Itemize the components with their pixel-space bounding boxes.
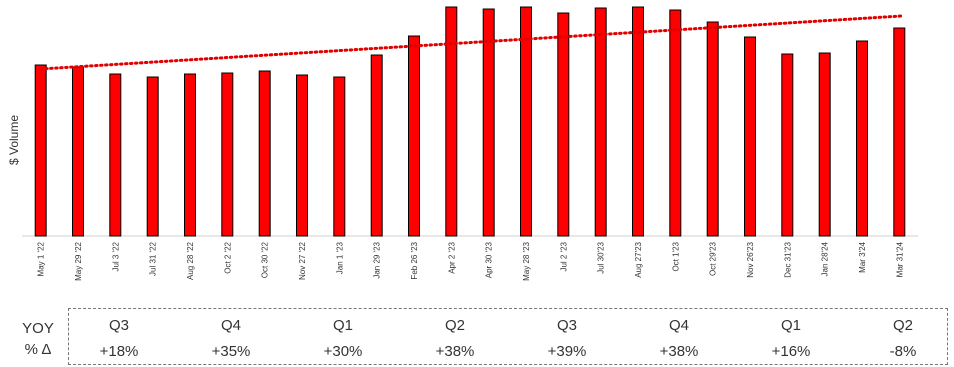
bar <box>146 76 159 237</box>
bar <box>632 6 644 237</box>
bar <box>594 7 607 237</box>
yoy-label: YOY % Δ <box>14 318 62 360</box>
x-tick-label: Jan 28'24 <box>821 241 830 276</box>
bar <box>370 54 383 237</box>
bar <box>34 64 47 237</box>
bar <box>482 8 495 237</box>
x-tick-label: Nov 26'23 <box>746 241 755 277</box>
yoy-percent-value: -8% <box>889 343 917 360</box>
yoy-percent-value: +39% <box>547 343 587 360</box>
x-tick-label: Jul 2 '23 <box>559 241 568 271</box>
bar <box>221 72 234 237</box>
x-tick-label: Apr 2 '23 <box>447 241 456 273</box>
bar <box>72 66 84 237</box>
bar-group <box>34 6 906 237</box>
yoy-percent-value: +30% <box>323 343 363 360</box>
bar <box>333 76 346 237</box>
x-tick-label: Oct 29'23 <box>709 241 718 276</box>
x-tick-label: Nov 27 '22 <box>298 241 307 280</box>
bar <box>856 40 868 237</box>
bar <box>408 35 420 237</box>
x-tick-label: Mar 31'24 <box>895 241 904 277</box>
x-tick-label: Jul 3 '22 <box>111 241 120 271</box>
bar <box>706 21 719 237</box>
bar <box>557 12 570 237</box>
yoy-table: Q3 +18% Q4 +35% Q1 +30% Q2 +38% Q3 +39% Q4 +38% Q1 +1… <box>68 308 948 365</box>
x-tick-label: Dec 31'23 <box>783 241 792 277</box>
yoy-quarter-label: Q2 <box>444 317 465 334</box>
volume-bar-chart: $ Volume May 1 '22 May 29 '22 Jul 3 '22 Jul… <box>7 6 918 281</box>
x-tick-label: Jul 30'23 <box>597 241 606 273</box>
yoy-percent-value: +18% <box>99 343 139 360</box>
yoy-label-line1: YOY <box>22 320 54 337</box>
bar <box>893 27 906 237</box>
bar <box>669 9 682 237</box>
x-tick-label: Jul 31 '22 <box>149 241 158 276</box>
yoy-percent-value: +35% <box>211 343 251 360</box>
x-tick-label: Aug 27'23 <box>634 241 643 277</box>
x-tick-label: May 29 '22 <box>74 241 83 280</box>
x-tick-label: Mar 3'24 <box>858 241 867 272</box>
x-tick-label: Oct 30 '22 <box>261 241 270 278</box>
yoy-quarter-label: Q4 <box>220 317 241 334</box>
x-tick-label: Jan 1 '23 <box>335 241 344 274</box>
yoy-percent-value: +38% <box>659 343 699 360</box>
x-tick-label: Jan 29 '23 <box>373 241 382 278</box>
x-tick-label: May 28 '23 <box>522 241 531 280</box>
bar <box>109 73 122 237</box>
yoy-quarter-label: Q1 <box>780 317 801 334</box>
bar <box>184 73 196 237</box>
yoy-quarter-label: Q2 <box>892 317 913 334</box>
x-tick-label: Oct 2 '22 <box>223 241 232 273</box>
bar <box>445 6 458 237</box>
yoy-quarter-label: Q3 <box>556 317 577 334</box>
bar <box>744 36 756 237</box>
bar <box>258 70 271 237</box>
x-tick-label: Apr 30 '23 <box>485 241 494 278</box>
yoy-quarter-label: Q3 <box>108 317 129 334</box>
x-tick-label: May 1 '22 <box>37 241 46 276</box>
bar <box>520 6 532 237</box>
x-tick-label: Oct 1'23 <box>671 241 680 271</box>
yoy-quarter-label: Q1 <box>332 317 353 334</box>
yoy-label-line2: % Δ <box>24 341 52 358</box>
y-axis-label: $ Volume <box>7 115 21 165</box>
yoy-quarter-label: Q4 <box>668 317 689 334</box>
x-tick-label: Aug 28 '22 <box>186 241 195 280</box>
bar <box>781 53 794 237</box>
bar <box>818 52 831 237</box>
x-tick-label: Feb 26 '23 <box>410 241 419 279</box>
bar <box>296 74 308 237</box>
yoy-percent-value: +16% <box>771 343 811 360</box>
yoy-percent-value: +38% <box>435 343 475 360</box>
x-tick-labels: May 1 '22 May 29 '22 Jul 3 '22 Jul 31 '22 Au… <box>37 241 905 280</box>
trendline <box>39 14 903 71</box>
